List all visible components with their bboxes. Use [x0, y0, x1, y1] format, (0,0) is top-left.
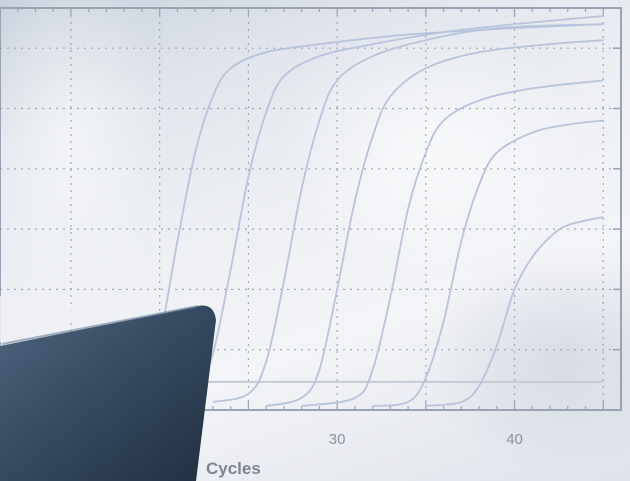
amplification-curve-5	[301, 79, 604, 407]
plot-frame	[0, 7, 622, 411]
amplification-curve-2	[159, 15, 604, 403]
amplification-curve-6	[372, 119, 604, 407]
amplification-curve-3	[212, 23, 604, 403]
instrument-lid	[0, 305, 216, 481]
amplification-curve-4	[265, 39, 604, 407]
tick-labels: 30 40	[329, 431, 523, 448]
x-tick-label: 30	[329, 431, 346, 448]
instrument-body	[0, 290, 80, 342]
x-tick-label: 40	[506, 431, 523, 448]
amplification-curve-7	[425, 216, 604, 407]
lid-edge-highlight	[1, 305, 199, 345]
x-axis-label: Cycles	[206, 459, 261, 478]
